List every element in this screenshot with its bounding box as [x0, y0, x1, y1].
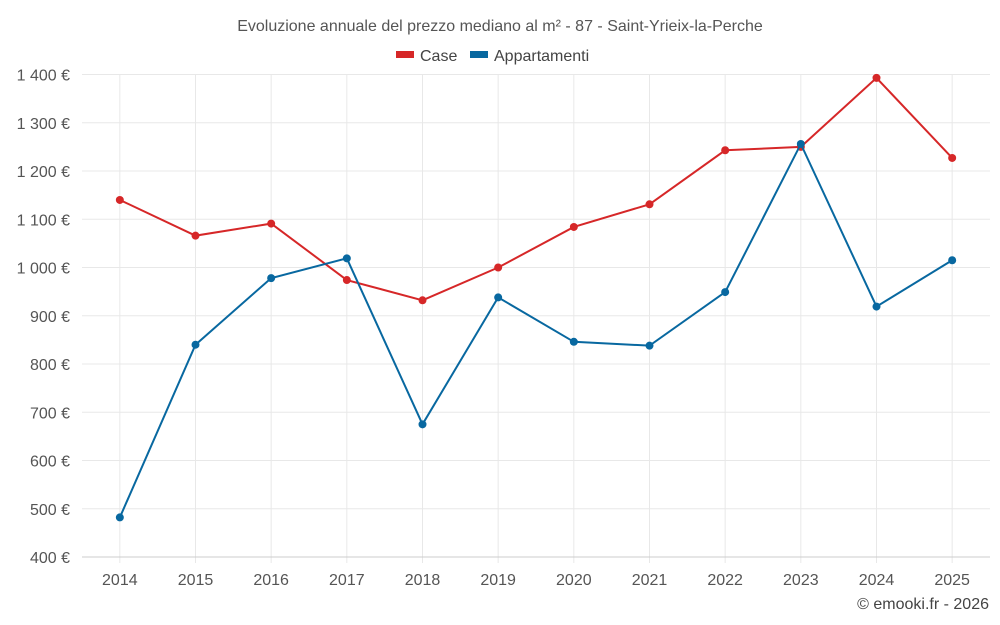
- legend-item-appartamenti[interactable]: Appartamenti: [470, 48, 589, 65]
- x-tick-label: 2020: [556, 572, 592, 589]
- y-tick-label: 1 100 €: [17, 212, 70, 229]
- data-point[interactable]: [872, 73, 881, 82]
- x-tick-label: 2024: [859, 572, 895, 589]
- x-tick-label: 2017: [329, 572, 365, 589]
- data-point[interactable]: [494, 263, 503, 272]
- data-point[interactable]: [342, 254, 351, 263]
- legend-item-case[interactable]: Case: [396, 48, 457, 65]
- legend-swatch: [470, 51, 488, 58]
- series-case: [115, 73, 957, 305]
- legend-label: Appartamenti: [494, 48, 589, 65]
- data-point[interactable]: [569, 222, 578, 231]
- x-tick-label: 2016: [253, 572, 289, 589]
- data-point[interactable]: [721, 146, 730, 155]
- data-point[interactable]: [342, 276, 351, 285]
- y-axis: 400 € 500 € 600 € 700 € 800 € 900 € 1 000 € 1 1…: [17, 68, 70, 568]
- series-line: [119, 76, 953, 302]
- legend-swatch: [396, 51, 414, 58]
- x-tick-label: 2019: [480, 572, 516, 589]
- data-point[interactable]: [418, 296, 427, 305]
- y-tick-label: 800 €: [30, 357, 70, 374]
- y-tick-label: 1 200 €: [17, 164, 70, 181]
- data-point[interactable]: [872, 302, 881, 311]
- data-point[interactable]: [569, 337, 578, 346]
- data-point[interactable]: [418, 420, 427, 429]
- x-tick-label: 2018: [405, 572, 441, 589]
- data-point[interactable]: [721, 288, 730, 297]
- y-tick-label: 900 €: [30, 309, 70, 326]
- y-tick-label: 600 €: [30, 454, 70, 471]
- data-point[interactable]: [645, 341, 654, 350]
- data-point[interactable]: [267, 219, 276, 228]
- data-point[interactable]: [191, 340, 200, 349]
- y-tick-label: 400 €: [30, 550, 70, 567]
- x-tick-label: 2014: [102, 572, 138, 589]
- y-tick-label: 500 €: [30, 502, 70, 519]
- series-appartamenti: [115, 139, 957, 522]
- credit: © emooki.fr - 2026: [857, 596, 989, 613]
- data-point[interactable]: [645, 200, 654, 209]
- x-tick-label: 2015: [178, 572, 214, 589]
- grid: [82, 74, 990, 563]
- chart-title: Evoluzione annuale del prezzo mediano al…: [237, 18, 763, 35]
- data-point[interactable]: [796, 139, 805, 148]
- x-tick-label: 2022: [707, 572, 743, 589]
- y-tick-label: 1 400 €: [17, 68, 70, 85]
- data-point[interactable]: [267, 274, 276, 283]
- y-tick-label: 700 €: [30, 405, 70, 422]
- data-point[interactable]: [115, 195, 124, 204]
- x-tick-label: 2021: [632, 572, 668, 589]
- y-tick-label: 1 000 €: [17, 261, 70, 278]
- data-point[interactable]: [494, 293, 503, 302]
- data-point[interactable]: [948, 153, 957, 162]
- x-tick-label: 2023: [783, 572, 819, 589]
- x-axis: 2014 2015 2016 2017 2018 2019 2020 2021 2022 2023…: [102, 572, 970, 589]
- x-tick-label: 2025: [934, 572, 970, 589]
- data-point[interactable]: [115, 513, 124, 522]
- legend: Case Appartamenti: [396, 48, 589, 65]
- legend-label: Case: [420, 48, 457, 65]
- data-point[interactable]: [191, 231, 200, 240]
- data-point[interactable]: [948, 256, 957, 265]
- y-tick-label: 1 300 €: [17, 116, 70, 133]
- series-line: [118, 141, 953, 518]
- series-group: [115, 73, 957, 522]
